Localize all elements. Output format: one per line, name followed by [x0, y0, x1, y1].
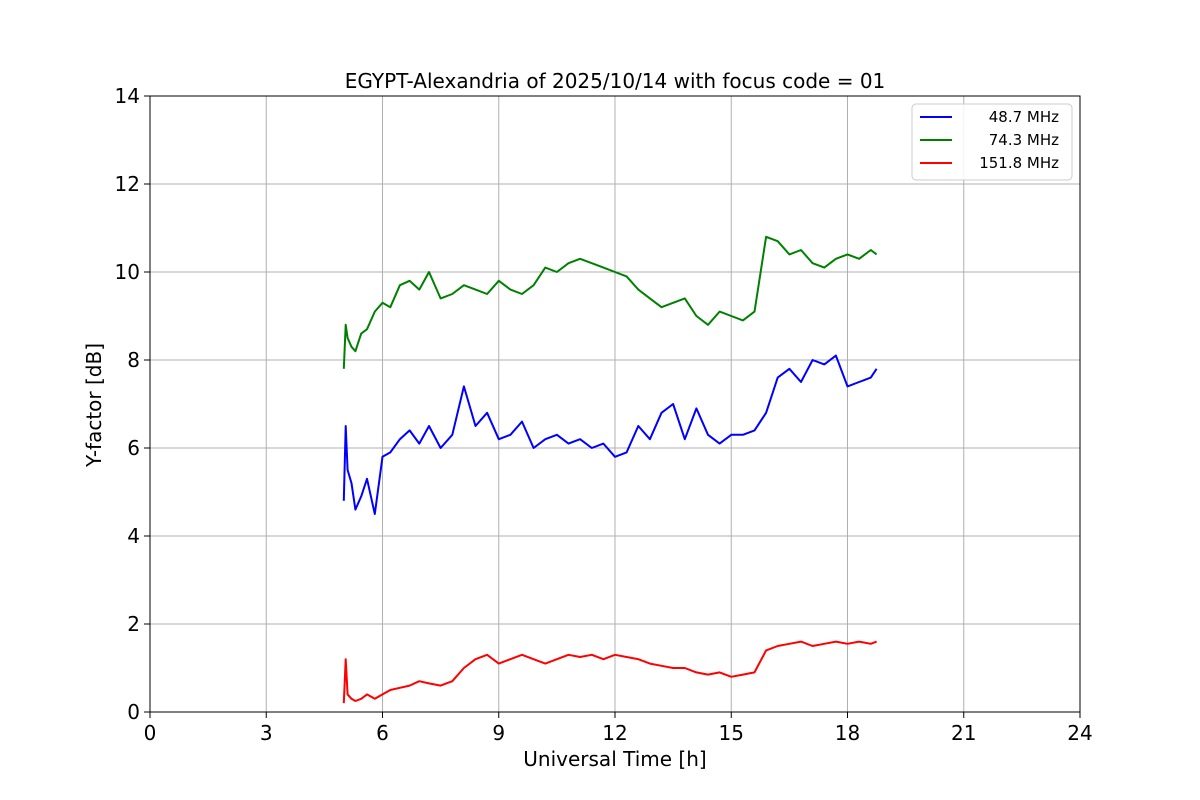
x-tick-label: 0 [144, 721, 157, 745]
x-tick-label: 6 [376, 721, 389, 745]
y-tick-label: 0 [127, 700, 140, 724]
x-axis-label: Universal Time [h] [523, 747, 706, 771]
y-tick-label: 2 [127, 612, 140, 636]
grid [149, 95, 1081, 713]
series-layer [342, 235, 878, 704]
y-tick-label: 14 [115, 84, 140, 108]
y-tick-label: 4 [127, 524, 140, 548]
x-tick-label: 9 [492, 721, 505, 745]
x-tick-label: 15 [719, 721, 744, 745]
x-tick-label: 21 [951, 721, 976, 745]
chart-title: EGYPT-Alexandria of 2025/10/14 with focu… [345, 69, 886, 93]
legend-label: 74.3 MHz [989, 131, 1059, 149]
y-tick-label: 12 [115, 172, 140, 196]
series-line-1 [342, 235, 878, 369]
x-tick-label: 12 [602, 721, 627, 745]
y-tick-label: 6 [127, 436, 140, 460]
y-axis-label: Y-factor [dB] [82, 343, 106, 468]
legend-label: 48.7 MHz [989, 108, 1059, 126]
series-line-2 [342, 640, 877, 704]
x-tick-label: 18 [835, 721, 860, 745]
legend: 48.7 MHz 74.3 MHz 151.8 MHz [911, 103, 1073, 181]
y-tick-label: 8 [127, 348, 140, 372]
legend-label: 151.8 MHz [979, 154, 1059, 172]
series-line-0 [342, 354, 878, 515]
x-tick-label: 24 [1067, 721, 1092, 745]
legend-box [911, 103, 1073, 181]
x-tick-label: 3 [260, 721, 273, 745]
y-tick-label: 10 [115, 260, 140, 284]
